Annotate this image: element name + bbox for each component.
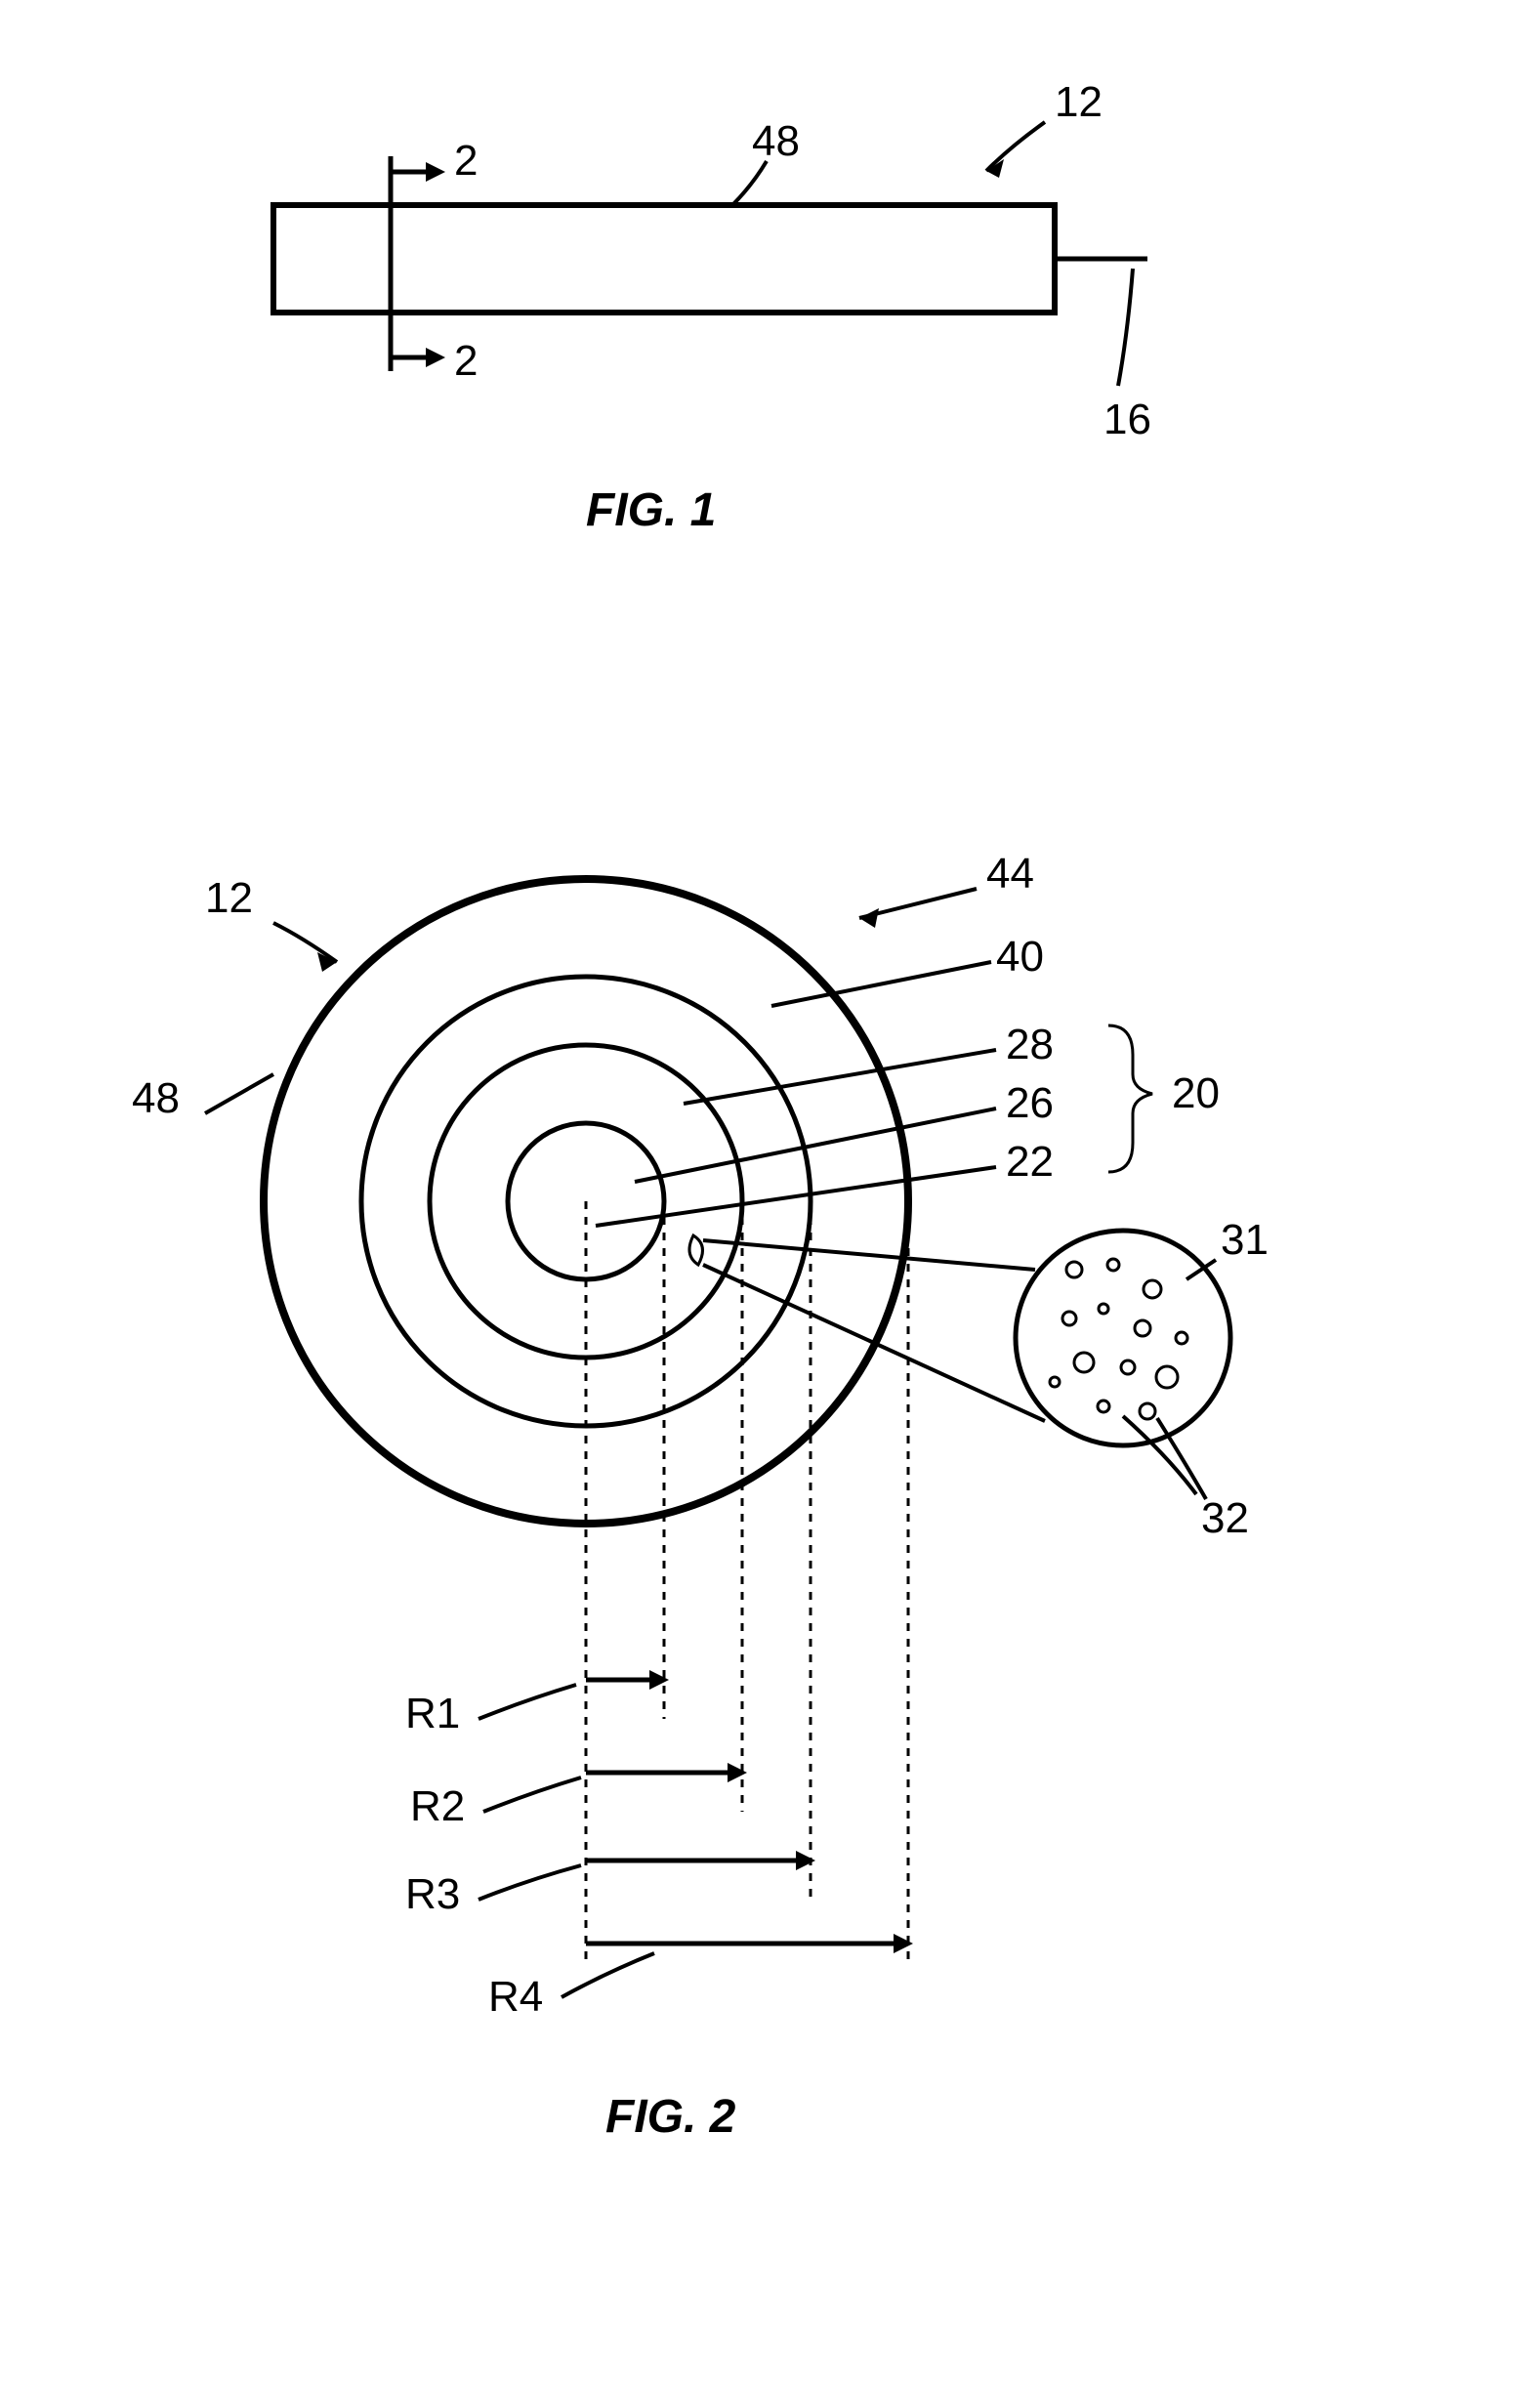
fig1-lead-12 (986, 122, 1045, 171)
fig2-lead-31 (1186, 1260, 1216, 1279)
fig2-particle (1066, 1262, 1082, 1277)
fig2-label-44: 44 (986, 850, 1034, 899)
fig2-lead-40 (771, 962, 991, 1006)
fig2-r1-arrow (649, 1670, 669, 1690)
fig2-label-48: 48 (132, 1074, 180, 1123)
fig2-lead-32b (1157, 1418, 1206, 1499)
fig2-lead-48 (205, 1074, 273, 1113)
fig2-particle (1140, 1403, 1155, 1419)
fig2-brace-20 (1108, 1025, 1152, 1172)
fig2-r2-lead (483, 1778, 581, 1812)
fig2-lead-12 (273, 923, 337, 962)
fig2-r1-lead (479, 1685, 576, 1719)
fig2-lead-12-arrow (317, 952, 337, 972)
fig1-label-section-bottom: 2 (454, 337, 478, 386)
fig2-particle (1099, 1304, 1108, 1314)
fig1-lead-16 (1118, 269, 1133, 386)
fig2-label-40: 40 (996, 933, 1044, 982)
fig2-lead-44 (859, 889, 977, 918)
fig2-r3-lead (479, 1865, 581, 1900)
fig1-sec-arrbot-head (426, 348, 445, 367)
fig2-label-20: 20 (1172, 1069, 1220, 1118)
fig2-caption: FIG. 2 (605, 2090, 735, 2144)
fig2-inset-ray-bot (703, 1265, 1045, 1421)
fig2-particle (1144, 1280, 1161, 1298)
fig2-lead-26 (635, 1108, 996, 1182)
fig1-label-16: 16 (1103, 396, 1151, 444)
fig2-label-r4: R4 (488, 1973, 543, 2022)
fig1-lead-48 (732, 161, 767, 205)
fig2-particle (1176, 1332, 1187, 1344)
fig2-ring-r2 (430, 1045, 742, 1358)
fig2-inset-circle (1016, 1231, 1230, 1445)
fig1-label-12: 12 (1055, 78, 1103, 127)
fig2-particle (1098, 1401, 1109, 1412)
fig1-label-48: 48 (752, 117, 800, 166)
fig2-label-32: 32 (1201, 1494, 1249, 1543)
fig2-particle (1062, 1312, 1076, 1325)
fig2-r2-arrow (728, 1763, 747, 1782)
fig2-sample-spot (689, 1235, 702, 1265)
fig2-inset-ray-top (703, 1240, 1035, 1270)
fig2-ring-r4 (264, 879, 908, 1524)
fig2-label-22: 22 (1006, 1138, 1054, 1187)
fig2-ring-r1 (508, 1123, 664, 1279)
fig2-label-28: 28 (1006, 1021, 1054, 1069)
fig2-label-r3: R3 (405, 1870, 460, 1919)
fig2-label-26: 26 (1006, 1079, 1054, 1128)
fig2-label-r1: R1 (405, 1690, 460, 1738)
fig2-particle (1074, 1353, 1094, 1372)
fig2-r3-arrow (796, 1851, 815, 1870)
fig2-particle (1050, 1377, 1060, 1387)
fig2-particle (1156, 1366, 1178, 1388)
fig2-r4-arrow (894, 1934, 913, 1953)
fig1-drawing (0, 0, 1540, 586)
page: 12 48 16 2 2 FIG. 1 (0, 0, 1540, 2384)
fig1-sec-arrtop-head (426, 162, 445, 182)
fig2-lead-28 (684, 1050, 996, 1104)
fig2-particle (1107, 1259, 1119, 1271)
fig1-label-section-top: 2 (454, 137, 478, 186)
fig2-particle (1121, 1360, 1135, 1374)
fig2-particle (1135, 1320, 1150, 1336)
fig2-lead-44-arrow (859, 908, 879, 928)
fig2-label-12: 12 (205, 874, 253, 923)
fig2-ring-r3 (361, 977, 811, 1426)
fig2-r4-lead (562, 1953, 654, 1997)
fig2-label-31: 31 (1221, 1216, 1269, 1265)
fig2-lead-32a (1123, 1416, 1196, 1494)
fig1-caption: FIG. 1 (586, 483, 716, 537)
fig2-label-r2: R2 (410, 1782, 465, 1831)
fig2-lead-22 (596, 1167, 996, 1226)
